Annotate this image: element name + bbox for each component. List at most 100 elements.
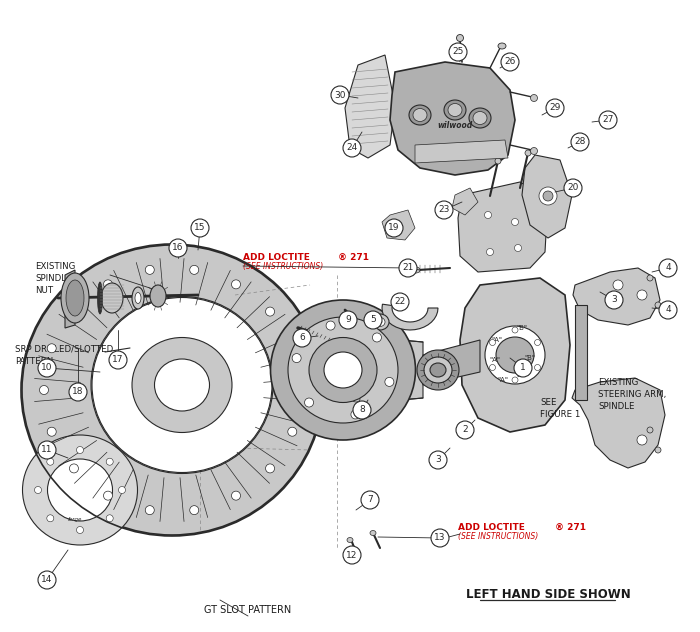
Polygon shape xyxy=(452,188,478,215)
Ellipse shape xyxy=(69,464,78,473)
Ellipse shape xyxy=(66,280,84,316)
Circle shape xyxy=(38,571,56,589)
Ellipse shape xyxy=(135,293,141,303)
Polygon shape xyxy=(522,155,572,238)
Circle shape xyxy=(191,219,209,237)
Ellipse shape xyxy=(326,321,335,330)
Ellipse shape xyxy=(292,353,301,363)
Ellipse shape xyxy=(118,487,125,494)
Ellipse shape xyxy=(190,506,199,514)
Ellipse shape xyxy=(484,212,491,219)
Circle shape xyxy=(69,383,87,401)
Ellipse shape xyxy=(539,187,557,205)
Text: 18: 18 xyxy=(72,387,84,396)
Text: "A": "A" xyxy=(498,377,508,383)
Polygon shape xyxy=(382,210,415,240)
Ellipse shape xyxy=(613,280,623,290)
Ellipse shape xyxy=(309,337,377,403)
Text: 17: 17 xyxy=(112,355,124,365)
Text: 5: 5 xyxy=(370,315,376,324)
Circle shape xyxy=(331,86,349,104)
Ellipse shape xyxy=(347,537,353,542)
Ellipse shape xyxy=(324,352,362,388)
Ellipse shape xyxy=(47,515,54,522)
Circle shape xyxy=(435,201,453,219)
Ellipse shape xyxy=(370,530,376,535)
Ellipse shape xyxy=(525,150,531,156)
Text: "A": "A" xyxy=(489,357,500,363)
Circle shape xyxy=(343,546,361,564)
Ellipse shape xyxy=(92,298,272,473)
Polygon shape xyxy=(573,268,660,325)
Ellipse shape xyxy=(412,267,420,273)
Ellipse shape xyxy=(34,487,41,494)
Ellipse shape xyxy=(265,464,274,473)
Ellipse shape xyxy=(655,302,661,308)
Text: "A": "A" xyxy=(491,337,503,343)
Polygon shape xyxy=(345,55,395,158)
Ellipse shape xyxy=(76,446,83,454)
Text: 1: 1 xyxy=(520,363,526,372)
Circle shape xyxy=(501,53,519,71)
Text: "B": "B" xyxy=(514,372,526,378)
Text: (SEE INSTRUCTIONS): (SEE INSTRUCTIONS) xyxy=(458,532,538,541)
Text: 8: 8 xyxy=(359,406,365,415)
Circle shape xyxy=(361,491,379,509)
Ellipse shape xyxy=(512,377,518,383)
Ellipse shape xyxy=(76,526,83,533)
Text: 11: 11 xyxy=(41,446,52,454)
Circle shape xyxy=(546,99,564,117)
Ellipse shape xyxy=(232,491,241,500)
Circle shape xyxy=(385,219,403,237)
Text: ® 271: ® 271 xyxy=(555,523,586,532)
Ellipse shape xyxy=(47,458,54,465)
Ellipse shape xyxy=(647,427,653,433)
Ellipse shape xyxy=(430,363,446,377)
Text: 10: 10 xyxy=(41,363,52,372)
Circle shape xyxy=(449,43,467,61)
Circle shape xyxy=(391,293,409,311)
Ellipse shape xyxy=(304,398,314,407)
Ellipse shape xyxy=(146,506,154,514)
Text: wilwood: wilwood xyxy=(438,121,472,130)
Ellipse shape xyxy=(39,386,48,394)
Ellipse shape xyxy=(485,326,545,384)
Ellipse shape xyxy=(288,344,297,353)
Ellipse shape xyxy=(535,339,540,346)
Text: 26: 26 xyxy=(504,58,516,66)
Text: (SEE INSTRUCTIONS): (SEE INSTRUCTIONS) xyxy=(243,262,323,271)
Ellipse shape xyxy=(69,307,78,316)
Ellipse shape xyxy=(61,273,89,323)
Ellipse shape xyxy=(495,158,501,164)
Polygon shape xyxy=(572,378,665,468)
Text: 2: 2 xyxy=(462,425,468,435)
Polygon shape xyxy=(458,182,548,272)
Circle shape xyxy=(364,311,382,329)
Ellipse shape xyxy=(104,491,113,500)
Polygon shape xyxy=(382,304,438,330)
Text: 28: 28 xyxy=(574,138,586,147)
Circle shape xyxy=(293,329,311,347)
Circle shape xyxy=(339,311,357,329)
Ellipse shape xyxy=(531,147,538,154)
Text: 3: 3 xyxy=(435,456,441,465)
Ellipse shape xyxy=(146,265,154,274)
Circle shape xyxy=(38,359,56,377)
Ellipse shape xyxy=(97,282,102,314)
Ellipse shape xyxy=(514,245,522,252)
Text: 3: 3 xyxy=(611,296,617,305)
Ellipse shape xyxy=(155,359,209,411)
Ellipse shape xyxy=(417,350,459,390)
Text: forge: forge xyxy=(68,518,82,523)
Circle shape xyxy=(109,351,127,369)
Text: 25: 25 xyxy=(452,47,463,56)
Polygon shape xyxy=(423,340,480,385)
Text: "B": "B" xyxy=(524,355,536,361)
Ellipse shape xyxy=(104,280,113,289)
Ellipse shape xyxy=(351,410,360,419)
Text: 20: 20 xyxy=(567,183,579,193)
Ellipse shape xyxy=(512,327,518,333)
Text: 30: 30 xyxy=(335,90,346,99)
Ellipse shape xyxy=(232,280,241,289)
Ellipse shape xyxy=(409,105,431,125)
